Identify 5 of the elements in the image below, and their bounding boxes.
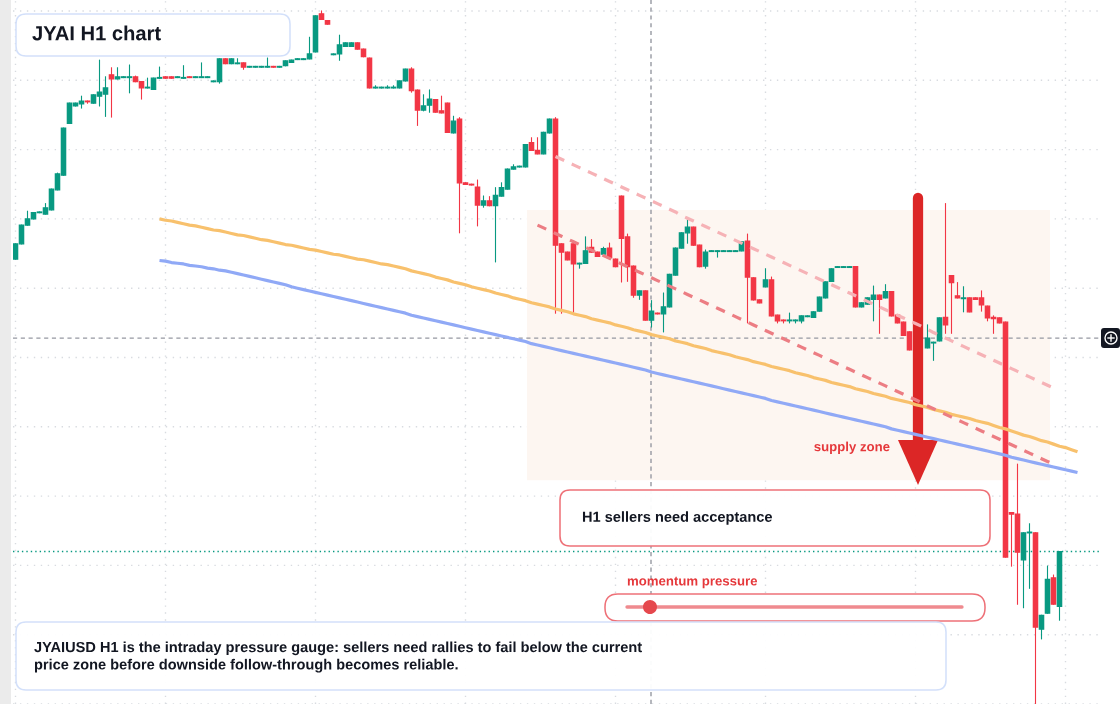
- annotation: JYAIUSD H1 is the intraday pressure gauge: sellers need rallies to fail below the current price zone before downside follow-through becomes reliable.: [34, 641, 642, 673]
- band-label: supply zone: [814, 441, 890, 454]
- annotation: momentum pressure: [627, 576, 758, 589]
- text: JYAI H1 chart: [32, 25, 161, 41]
- annotation: H1 sellers need acceptance: [582, 511, 772, 525]
